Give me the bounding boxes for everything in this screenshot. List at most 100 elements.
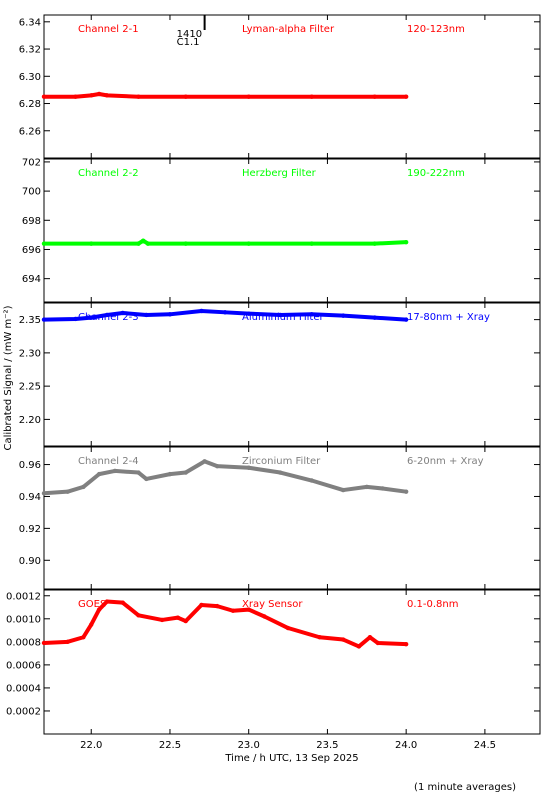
x-tick-label: 24.5 <box>474 740 496 751</box>
panel-channel-label: GOES <box>78 599 106 610</box>
series-point-4 <box>277 470 283 475</box>
y-tick-label: 0.0004 <box>6 683 41 694</box>
series-point-4 <box>215 463 220 469</box>
panel-filter-label: Lyman-alpha Filter <box>242 24 335 35</box>
series-line-4 <box>43 459 407 496</box>
panel-frame-5 <box>43 589 541 735</box>
y-tick-label: 6.28 <box>19 99 41 110</box>
series-point-2 <box>89 241 94 246</box>
series-point-5 <box>104 599 110 604</box>
y-tick-label: 6.30 <box>19 72 41 83</box>
series-point-3 <box>167 312 173 317</box>
series-point-2 <box>136 241 141 246</box>
panel-band-label: 0.1-0.8nm <box>407 599 459 610</box>
y-tick-label: 694 <box>22 274 41 285</box>
series-point-1 <box>104 93 110 98</box>
y-tick-label: 696 <box>22 245 41 256</box>
series-point-5 <box>356 644 362 649</box>
series-point-5 <box>246 607 251 612</box>
series-point-4 <box>202 459 207 464</box>
series-point-1 <box>403 94 409 99</box>
panel-band-label: 17-80nm + Xray <box>407 312 490 323</box>
series-point-5 <box>96 607 102 612</box>
series-point-4 <box>41 491 47 496</box>
y-tick-label: 0.0008 <box>6 637 41 648</box>
series-line-2 <box>44 238 407 246</box>
y-tick-label: 2.20 <box>19 415 41 426</box>
x-tick-label: 23.5 <box>316 740 338 751</box>
x-axis-title: Time / h UTC, 13 Sep 2025 <box>224 753 358 764</box>
series-point-3 <box>340 313 346 318</box>
panel-frame-4 <box>43 446 541 590</box>
y-tick-label: 0.92 <box>19 524 41 535</box>
series-point-3 <box>89 315 94 320</box>
x-tick-label: 22.5 <box>159 740 181 751</box>
series-point-5 <box>81 635 86 640</box>
series-point-5 <box>215 603 220 609</box>
series-point-5 <box>41 640 47 646</box>
series-point-5 <box>340 637 346 642</box>
series-point-4 <box>112 468 118 474</box>
y-tick-label: 0.0012 <box>6 591 41 602</box>
x-tick-label: 24.0 <box>395 740 417 751</box>
series-point-4 <box>183 470 188 475</box>
y-tick-label: 0.90 <box>19 556 41 567</box>
series-point-4 <box>364 484 369 490</box>
y-tick-label: 698 <box>22 216 41 227</box>
panel-frame-1 <box>43 14 541 159</box>
flare-time-label: 1410 <box>177 29 202 40</box>
series-point-5 <box>375 640 381 646</box>
series-point-3 <box>222 310 228 315</box>
panel-filter-label: Herzberg Filter <box>242 168 317 179</box>
series-point-3 <box>277 312 283 318</box>
panel-band-label: 6-20nm + Xray <box>407 456 484 467</box>
series-point-4 <box>167 471 173 477</box>
panel-frame-2 <box>43 158 541 303</box>
series-point-2 <box>372 241 377 246</box>
series-point-3 <box>403 317 409 322</box>
panel-filter-label: Xray Sensor <box>242 599 303 610</box>
series-point-4 <box>340 487 346 493</box>
series-point-4 <box>81 484 86 490</box>
series-point-1 <box>372 94 377 99</box>
y-axis-title: Calibrated Signal / (mW m⁻²) <box>3 305 14 450</box>
panel-channel-label: Channel 2-3 <box>78 312 139 323</box>
series-point-2 <box>145 241 151 246</box>
flare-class-label: C1.1 <box>177 37 200 48</box>
y-tick-label: 0.0006 <box>6 660 41 671</box>
series-point-3 <box>246 311 251 316</box>
series-point-5 <box>367 635 373 640</box>
series-point-4 <box>380 486 385 491</box>
series-point-5 <box>403 641 409 647</box>
panel-band-label: 190-222nm <box>407 168 465 179</box>
series-point-5 <box>136 613 141 618</box>
series-point-1 <box>96 91 102 97</box>
series-point-3 <box>199 308 204 314</box>
y-tick-label: 6.32 <box>19 45 41 56</box>
y-tick-label: 0.0010 <box>6 614 41 625</box>
panel-filter-label: Zirconium Filter <box>242 456 321 467</box>
series-point-3 <box>144 312 149 318</box>
series-point-5 <box>175 615 181 620</box>
panel-band-label: 120-123nm <box>407 24 465 35</box>
series-point-4 <box>246 465 251 470</box>
x-tick-label: 23.0 <box>238 740 260 751</box>
series-point-3 <box>41 317 47 322</box>
y-tick-label: 2.30 <box>19 348 41 359</box>
series-point-2 <box>246 241 251 246</box>
series-point-5 <box>285 625 291 631</box>
y-tick-label: 0.0002 <box>6 706 41 717</box>
series-point-5 <box>183 618 188 624</box>
y-tick-label: 2.25 <box>19 382 41 393</box>
panel-frame-3 <box>43 302 541 447</box>
series-point-1 <box>73 94 78 99</box>
series-point-1 <box>136 94 141 99</box>
y-tick-label: 702 <box>22 157 41 168</box>
series-point-5 <box>262 614 267 619</box>
panel-channel-label: Channel 2-4 <box>78 456 139 467</box>
panel-channel-label: Channel 2-1 <box>78 24 139 35</box>
y-tick-label: 6.34 <box>19 17 41 28</box>
series-point-4 <box>309 478 314 483</box>
series-point-4 <box>403 489 409 494</box>
